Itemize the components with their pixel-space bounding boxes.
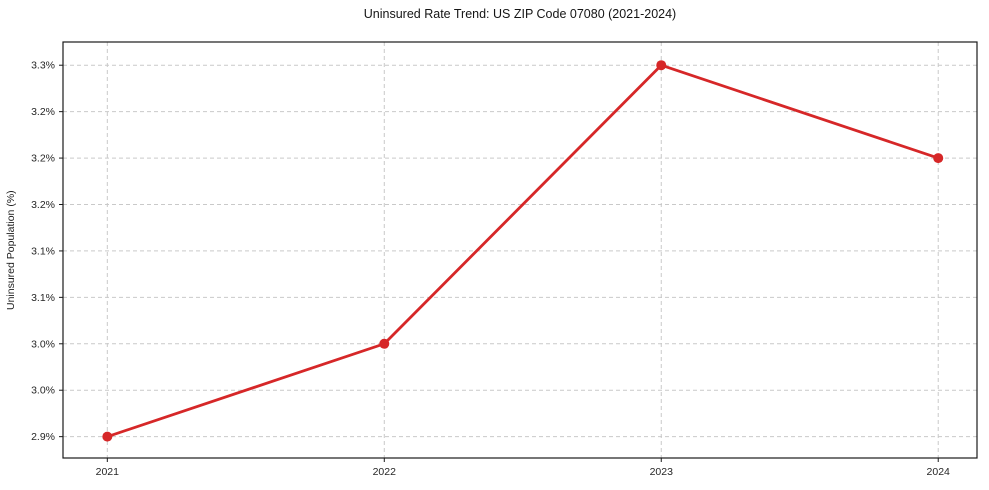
y-tick-label: 2.9% <box>31 431 55 443</box>
y-axis-label: Uninsured Population (%) <box>5 190 17 310</box>
y-tick-label: 3.2% <box>31 106 55 118</box>
data-point <box>933 153 944 164</box>
data-point <box>102 431 113 442</box>
gridlines <box>63 42 977 458</box>
axis-ticks <box>59 64 939 462</box>
y-tick-label: 3.0% <box>31 385 55 397</box>
trend-line <box>105 63 940 439</box>
y-tick-label: 3.1% <box>31 292 55 304</box>
y-tick-label: 3.2% <box>31 199 55 211</box>
x-tick-label: 2022 <box>373 466 397 478</box>
chart-title: Uninsured Rate Trend: US ZIP Code 07080 … <box>363 7 677 21</box>
data-point <box>379 338 390 349</box>
data-points <box>102 60 944 442</box>
x-tick-label: 2021 <box>96 466 120 478</box>
y-tick-label: 3.2% <box>31 153 55 165</box>
x-tick-label: 2023 <box>650 466 674 478</box>
y-tick-label: 3.3% <box>31 60 55 72</box>
x-tick-label: 2024 <box>927 466 951 478</box>
plot-border <box>62 41 978 459</box>
y-tick-label: 3.0% <box>31 338 55 350</box>
y-tick-label: 3.1% <box>31 245 55 257</box>
axis-tick-labels: 2.9% 3.0% 3.0% 3.1% 3.1% 3.2% 3.2% 3.2% 3.3% 2021… <box>31 60 950 478</box>
data-point <box>656 60 667 71</box>
